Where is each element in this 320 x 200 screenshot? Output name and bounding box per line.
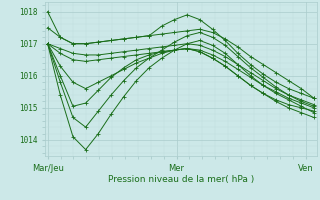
X-axis label: Pression niveau de la mer( hPa ): Pression niveau de la mer( hPa ) (108, 175, 254, 184)
